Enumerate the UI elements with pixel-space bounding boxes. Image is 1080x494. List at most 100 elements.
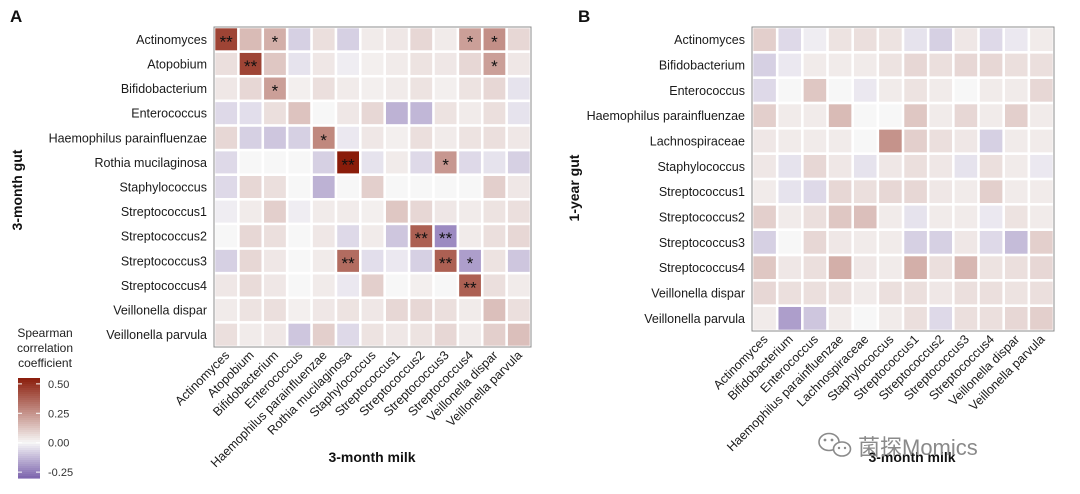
heatmap-a-cell xyxy=(215,200,238,223)
heatmap-b-cell xyxy=(879,306,902,330)
heatmap-a-cell xyxy=(459,249,481,272)
heatmap-b-cell xyxy=(954,78,978,102)
heatmap-a-cell xyxy=(483,299,506,322)
heatmap-a-cell xyxy=(312,274,335,297)
heatmap-b-cell xyxy=(753,28,776,52)
heatmap-a-cell xyxy=(264,175,286,199)
heatmap-a-cell xyxy=(483,225,506,248)
heatmap-b-cell xyxy=(1030,129,1053,153)
heatmap-a-cell xyxy=(507,225,530,248)
row-label-rothia-mucilaginosa: Rothia mucilaginosa xyxy=(94,156,207,170)
heatmap-b-cell xyxy=(778,180,802,204)
heatmap-b-cell xyxy=(1004,281,1028,305)
heatmap-b-cell xyxy=(929,28,953,52)
heatmap-b-cell xyxy=(828,256,852,280)
heatmap-a-cell xyxy=(337,102,359,125)
heatmap-a-cell xyxy=(215,175,238,199)
legend-gradient-step xyxy=(18,402,40,405)
heatmap-b-cell xyxy=(979,230,1003,254)
row-label-veillonella-dispar: Veillonella dispar xyxy=(651,287,745,301)
heatmap-b-cell xyxy=(929,281,953,305)
heatmap-b-cell xyxy=(954,28,978,52)
heatmap-a-cell xyxy=(288,225,311,248)
heatmap-b-cell xyxy=(929,256,953,280)
heatmap-b-cell xyxy=(979,53,1003,77)
heatmap-b-cell xyxy=(753,53,776,77)
heatmap-b-cell xyxy=(753,154,776,178)
heatmap-b-cell xyxy=(1004,306,1028,330)
significance-marker: * xyxy=(491,57,498,76)
legend-gradient-step xyxy=(18,436,40,439)
heatmap-a-cell xyxy=(361,102,384,125)
heatmap-b-cell xyxy=(879,129,902,153)
heatmap-a-cell xyxy=(459,274,481,297)
heatmap-a-cell xyxy=(337,249,359,272)
row-label-atopobium: Atopobium xyxy=(147,57,207,71)
heatmap-b-cell xyxy=(879,180,902,204)
heatmap-b-cell xyxy=(778,53,802,77)
legend-gradient-step xyxy=(18,410,40,413)
heatmap-b-cell xyxy=(853,281,877,305)
heatmap-a-cell xyxy=(483,102,506,125)
heatmap-a-cell xyxy=(288,323,311,346)
heatmap-a-cell xyxy=(361,200,384,223)
heatmap-b-cell xyxy=(1004,78,1028,102)
heatmap-a-cell xyxy=(361,52,384,75)
heatmap-a-cell xyxy=(288,175,311,199)
heatmap-b-cell xyxy=(1004,180,1028,204)
heatmap-a-cell xyxy=(385,52,408,75)
legend-gradient-step xyxy=(18,428,40,431)
row-label-streptococcus2: Streptococcus2 xyxy=(121,230,207,244)
heatmap-a-cell xyxy=(288,52,311,75)
heatmap-b-cell xyxy=(778,129,802,153)
heatmap-b-cell xyxy=(904,78,927,102)
heatmap-b-cell xyxy=(753,306,776,330)
heatmap-a-cell xyxy=(337,52,359,75)
legend-gradient-step xyxy=(18,384,40,387)
heatmap-a-cell xyxy=(264,249,286,272)
heatmap-b-cell xyxy=(803,78,827,102)
heatmap-b-cell xyxy=(753,180,776,204)
heatmap-b-cell xyxy=(853,154,877,178)
heatmap-b-cell xyxy=(879,230,902,254)
heatmap-a-cell xyxy=(434,28,457,51)
legend-gradient-step xyxy=(18,426,40,429)
heatmap-b-cell xyxy=(1030,205,1053,229)
heatmap-a-cell xyxy=(483,200,506,223)
row-label-enterococcus: Enterococcus xyxy=(669,84,745,98)
heatmap-a-cell xyxy=(459,126,481,149)
heatmap-b-cell xyxy=(1030,180,1053,204)
legend-gradient-step xyxy=(18,440,40,443)
heatmap-a-cell xyxy=(459,28,481,51)
legend-gradient-step xyxy=(18,388,40,391)
heatmap-a-cell xyxy=(410,102,433,125)
row-label-bifidobacterium: Bifidobacterium xyxy=(121,82,207,96)
heatmap-b-cell xyxy=(904,129,927,153)
legend-gradient-step xyxy=(18,476,40,479)
heatmap-a-cell xyxy=(337,323,359,346)
heatmap-b-cell xyxy=(979,256,1003,280)
heatmap-a-cell xyxy=(239,175,262,199)
row-label-haemophilus-parainfluenzae: Haemophilus parainfluenzae xyxy=(49,131,207,145)
row-label-bifidobacterium: Bifidobacterium xyxy=(659,59,745,73)
heatmap-b-cell xyxy=(979,205,1003,229)
heatmap-b-cell xyxy=(904,205,927,229)
heatmap-b-cell xyxy=(828,230,852,254)
heatmap-a-cell xyxy=(264,323,286,346)
heatmap-b-cell xyxy=(1030,28,1053,52)
heatmap-b-cell xyxy=(954,306,978,330)
heatmap-a-cell xyxy=(264,225,286,248)
y-axis-title: 3-month gut xyxy=(9,149,25,230)
heatmap-b-cell xyxy=(1030,78,1053,102)
heatmap-a-cell xyxy=(507,151,530,174)
heatmap-a-cell xyxy=(385,225,408,248)
row-label-staphylococcus: Staphylococcus xyxy=(119,181,207,195)
significance-marker: ** xyxy=(415,229,429,248)
legend-title-line: Spearman xyxy=(17,326,72,340)
row-label-veillonella-parvula: Veillonella parvula xyxy=(644,312,745,326)
legend-gradient-step xyxy=(18,406,40,409)
heatmap-b-cell xyxy=(904,53,927,77)
x-axis-title: 3-month milk xyxy=(328,449,415,465)
legend-gradient-step xyxy=(18,412,40,415)
